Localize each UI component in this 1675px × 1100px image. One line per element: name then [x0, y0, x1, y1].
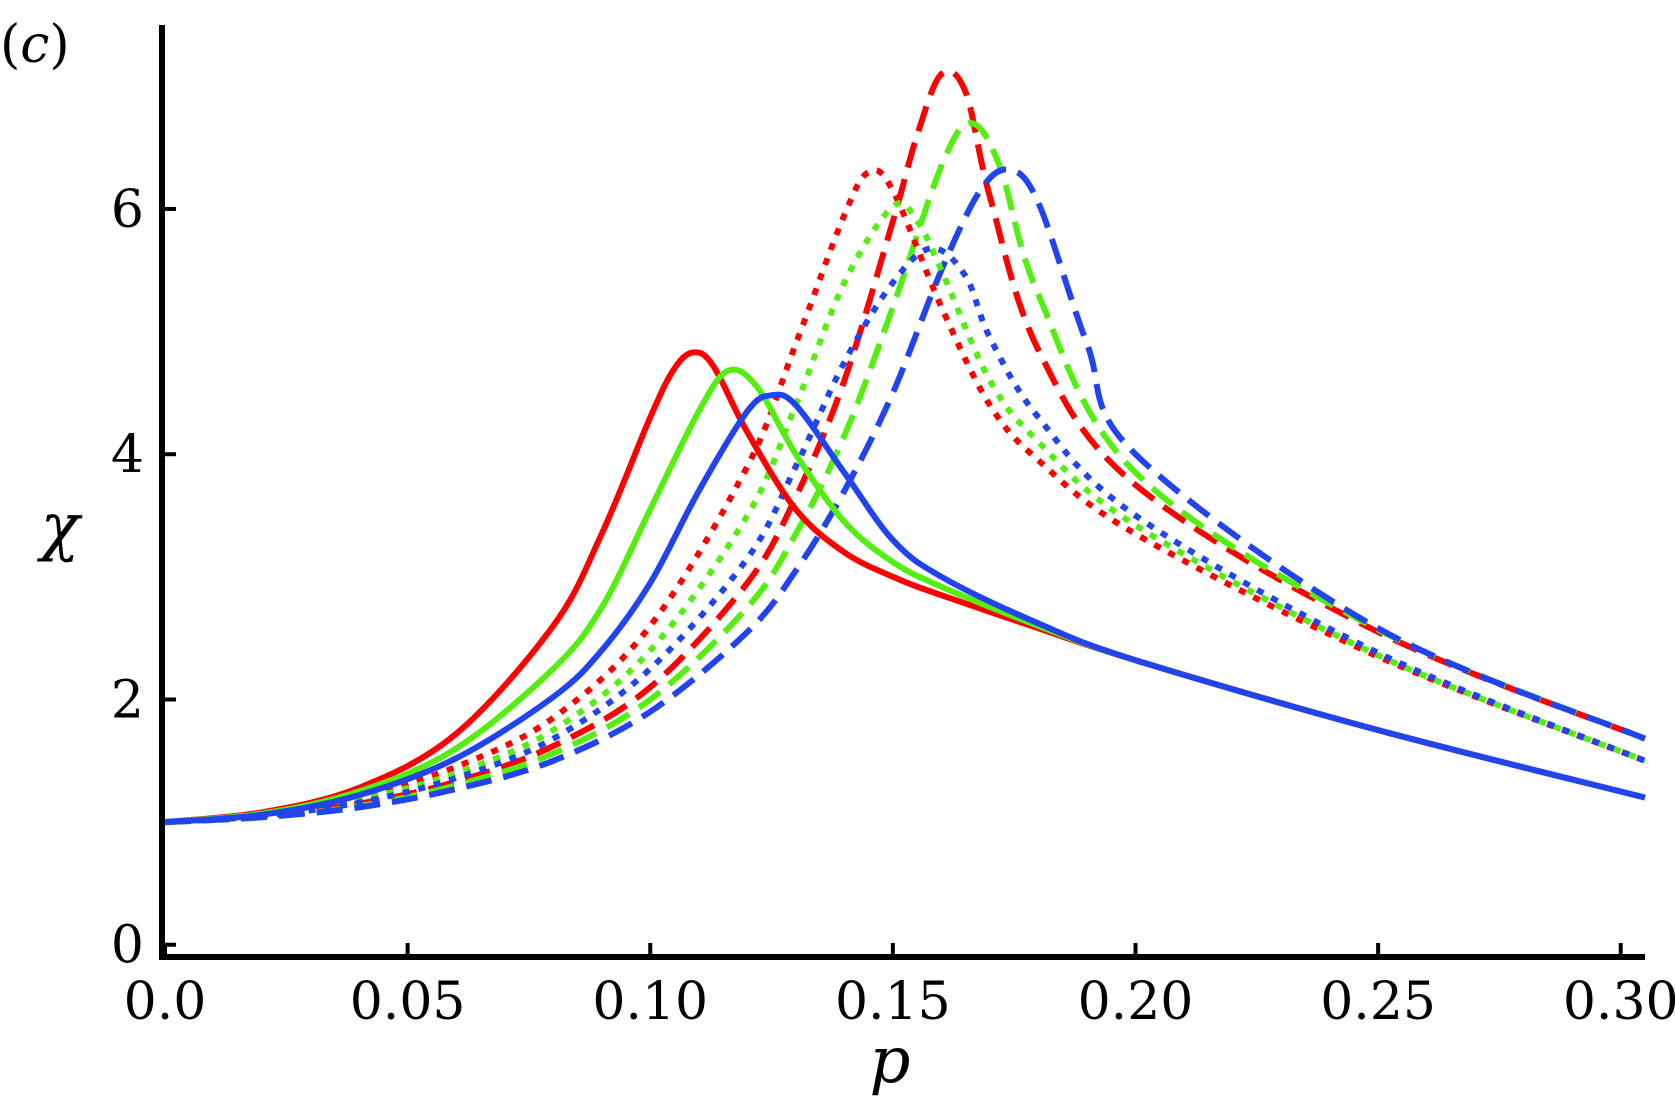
- x-tick-label-4: 0.20: [1078, 972, 1194, 1032]
- x-axis-title: p: [870, 1024, 911, 1098]
- y-axis-title: χ: [37, 490, 83, 564]
- x-tick-label-5: 0.25: [1320, 972, 1436, 1032]
- y-tick-label-3: 6: [111, 180, 144, 240]
- axes-layer: 0.0 0.05 0.10 0.15 0.20 0.25 0.30 0 2 4 6: [111, 25, 1675, 1032]
- panel-label: (c): [0, 15, 70, 75]
- y-tick-label-1: 2: [111, 670, 144, 730]
- series-line-4-dotted: [164, 200, 1647, 826]
- series-line-2-solid: [164, 391, 1646, 826]
- x-tick-label-1: 0.05: [350, 972, 466, 1032]
- y-tick-label-2: 4: [111, 425, 144, 485]
- series-line-6-dashed: [164, 68, 1647, 826]
- series-line-5-dotted: [164, 245, 1647, 826]
- x-tick-label-0: 0.0: [124, 972, 207, 1032]
- series-line-1-solid: [164, 366, 1646, 826]
- series-line-3-dotted: [164, 167, 1647, 826]
- series-line-0-solid: [164, 349, 1646, 826]
- y-tick-label-0: 0: [111, 916, 144, 976]
- series-line-7-dashed: [164, 120, 1647, 826]
- series-line-8-dashed: [164, 166, 1647, 826]
- x-tick-label-3: 0.15: [835, 972, 951, 1032]
- x-tick-label-6: 0.30: [1563, 972, 1675, 1032]
- x-tick-label-2: 0.10: [592, 972, 708, 1032]
- series-layer: [164, 68, 1647, 826]
